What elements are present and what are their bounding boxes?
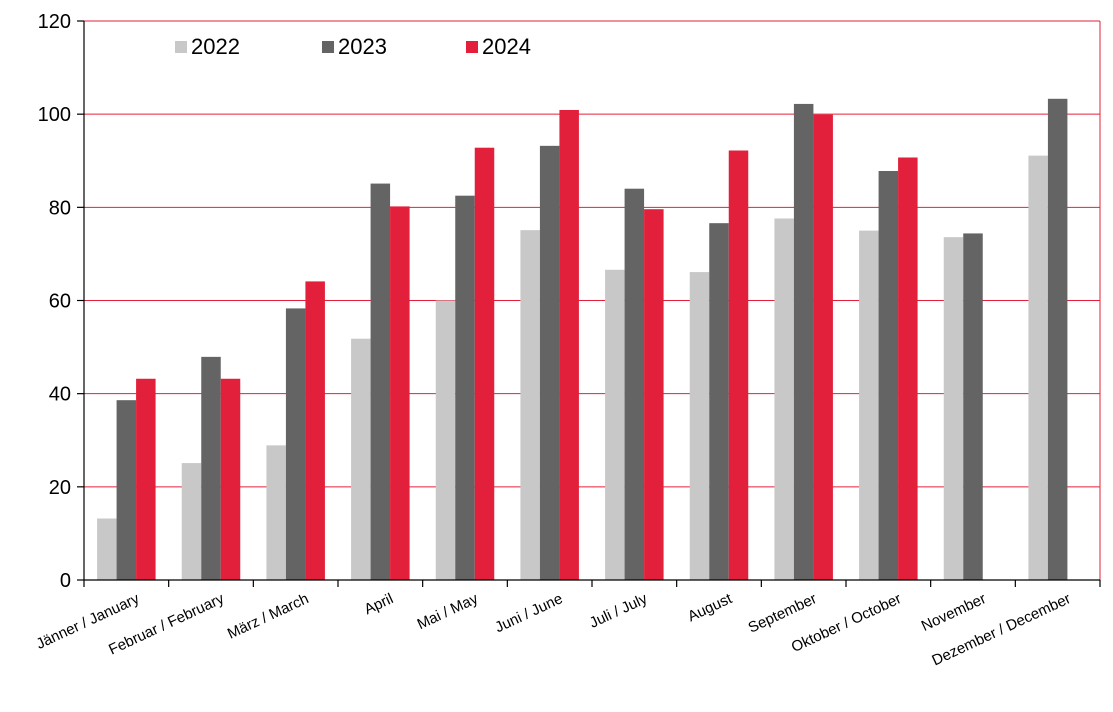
legend-label-2024: 2024 <box>482 34 531 59</box>
y-axis-tick-labels: 0 20 40 60 80 100 120 <box>38 11 71 592</box>
bar-2022-10 <box>943 237 964 580</box>
bar-2023-4 <box>455 195 475 580</box>
x-tick-label-5: Juni / June <box>492 590 565 636</box>
bar-2024-0 <box>136 378 156 580</box>
bar-2023-9 <box>878 170 899 580</box>
bar-2024-3 <box>390 206 410 580</box>
bar-2024-2 <box>305 281 325 580</box>
x-tick-label-8: September <box>746 590 820 636</box>
bar-2022-0 <box>97 518 117 580</box>
y-tick-label-80: 80 <box>49 197 71 219</box>
axes <box>77 20 1101 587</box>
bar-2024-9 <box>898 157 918 580</box>
bar-2022-4 <box>435 300 456 580</box>
bar-2023-0 <box>116 400 137 580</box>
bar-2023-5 <box>539 145 560 581</box>
bar-2023-3 <box>370 183 391 580</box>
bars <box>97 98 1068 581</box>
bar-2024-4 <box>474 147 495 580</box>
y-tick-label-60: 60 <box>49 291 71 313</box>
x-tick-label-7: August <box>685 590 735 625</box>
y-tick-label-120: 120 <box>38 11 71 33</box>
x-tick-label-3: April <box>362 590 396 618</box>
x-tick-label-10: November <box>919 590 989 635</box>
bar-2023-11 <box>1047 98 1068 581</box>
bar-2023-1 <box>201 356 221 580</box>
y-tick-label-20: 20 <box>49 477 71 499</box>
bar-2022-9 <box>859 230 879 580</box>
bar-2022-2 <box>266 445 286 580</box>
legend-swatch-2023 <box>322 41 334 53</box>
bar-2022-7 <box>689 272 710 580</box>
gridlines <box>84 20 1101 580</box>
bar-2023-10 <box>963 233 983 581</box>
x-tick-label-6: Juli / July <box>587 590 651 632</box>
bar-2024-5 <box>559 109 579 580</box>
bar-2023-6 <box>624 188 645 580</box>
bar-2022-11 <box>1028 155 1048 580</box>
y-tick-label-0: 0 <box>60 570 71 592</box>
bar-2023-8 <box>793 103 814 580</box>
bar-2022-1 <box>181 463 202 580</box>
bar-2024-6 <box>644 209 664 581</box>
y-tick-label-100: 100 <box>38 104 71 126</box>
bar-2023-2 <box>285 308 306 580</box>
legend-swatch-2022 <box>175 41 187 53</box>
legend-swatch-2024 <box>466 41 478 53</box>
bar-2022-5 <box>520 230 540 580</box>
bar-2024-1 <box>220 378 241 580</box>
legend-label-2023: 2023 <box>338 34 387 59</box>
x-tick-label-4: Mai / May <box>415 590 482 633</box>
bar-2024-8 <box>813 114 833 580</box>
bar-2024-7 <box>728 150 749 581</box>
bar-2022-6 <box>605 269 625 580</box>
x-tick-label-11: Dezember / December <box>929 590 1073 669</box>
bar-2022-3 <box>351 338 371 580</box>
x-tick-label-2: März / March <box>225 590 312 642</box>
legend: 2022 2023 2024 <box>175 34 531 59</box>
bar-2022-8 <box>774 218 794 580</box>
legend-label-2022: 2022 <box>191 34 240 59</box>
y-tick-label-40: 40 <box>49 384 71 406</box>
bar-2023-7 <box>709 223 729 580</box>
